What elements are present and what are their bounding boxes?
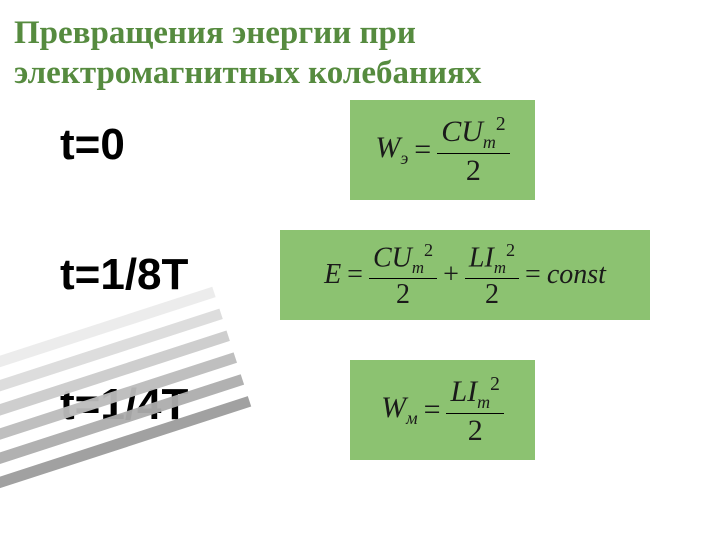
f1-t1-sym1: C xyxy=(373,242,392,273)
f0-den: 2 xyxy=(466,154,481,186)
slide-title: Превращения энергии при электромагнитных… xyxy=(14,14,694,93)
f1-t1-sup: 2 xyxy=(424,240,433,260)
f1-plus: + xyxy=(443,259,459,291)
time-label-0: t=0 xyxy=(60,120,125,170)
f1-t1-den: 2 xyxy=(396,279,410,309)
f1-t2-sym1: L xyxy=(469,242,485,273)
formula-magnetic-energy: Wм = LIm2 2 xyxy=(350,360,535,460)
f2-num-sub: m xyxy=(477,392,490,412)
f2-num-sym1: L xyxy=(450,375,467,408)
f0-num-sym1: C xyxy=(441,115,461,148)
time-label-2: t=1/4T xyxy=(60,380,188,430)
f1-lhs: E xyxy=(324,259,341,291)
time-label-1: t=1/8T xyxy=(60,250,188,300)
f1-t2-sup: 2 xyxy=(506,240,515,260)
f1-t2-den: 2 xyxy=(485,279,499,309)
f1-t1-sym2: U xyxy=(392,242,412,273)
f2-lhs-sym: W xyxy=(381,391,406,424)
f2-num-sup: 2 xyxy=(490,374,500,395)
f1-const: const xyxy=(547,259,606,291)
f1-t1-sub: m xyxy=(412,258,424,277)
formula-total-energy: E = CUm2 2 + LIm2 2 = const xyxy=(280,230,650,320)
f2-lhs-sub: м xyxy=(406,408,418,428)
f0-num-sub: m xyxy=(483,132,496,152)
f0-lhs-sub: э xyxy=(400,148,408,168)
f0-num-sup: 2 xyxy=(496,114,506,135)
f2-den: 2 xyxy=(468,414,483,446)
f2-num-sym2: I xyxy=(467,375,477,408)
f0-num-sym2: U xyxy=(461,115,483,148)
f1-t2-sym2: I xyxy=(484,242,493,273)
slide: Превращения энергии при электромагнитных… xyxy=(0,0,720,540)
f1-t2-sub: m xyxy=(494,258,506,277)
f0-lhs-sym: W xyxy=(375,131,400,164)
formula-electric-energy: Wэ = CUm2 2 xyxy=(350,100,535,200)
